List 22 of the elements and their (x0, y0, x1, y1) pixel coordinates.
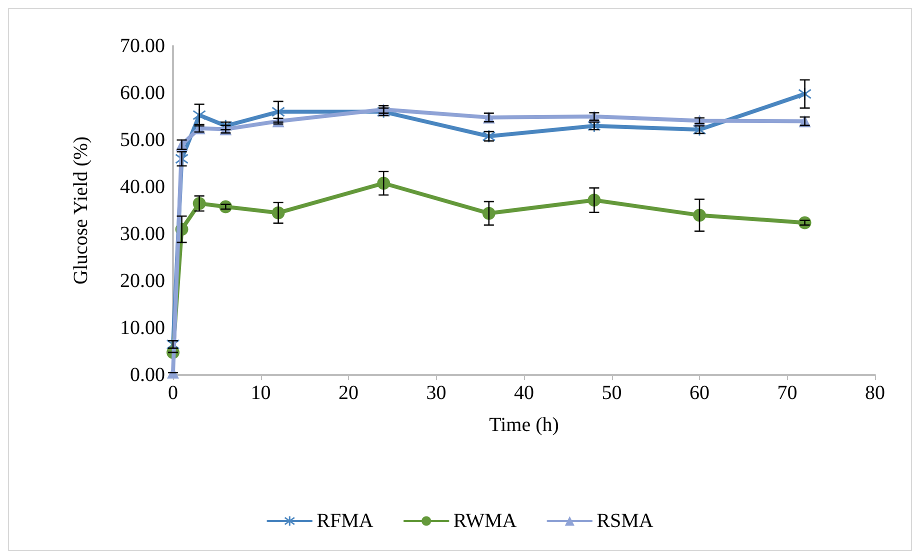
x-tick-label: 30 (426, 382, 446, 404)
x-tick-label: 60 (690, 382, 710, 404)
legend-label: RWMA (453, 510, 518, 532)
x-tick-label: 40 (514, 382, 534, 404)
y-tick-label: 60.00 (120, 82, 165, 104)
y-tick-label: 40.00 (120, 176, 165, 198)
y-tick-label: 20.00 (120, 270, 165, 292)
legend-label: RSMA (596, 510, 654, 532)
x-tick-label: 20 (338, 382, 358, 404)
y-tick-label: 50.00 (120, 129, 165, 151)
y-tick-label: 30.00 (120, 223, 165, 245)
x-tick-label: 50 (602, 382, 622, 404)
x-tick-label: 10 (250, 382, 271, 404)
x-tick-label: 0 (168, 382, 178, 404)
x-axis-title: Time (h) (489, 414, 559, 436)
y-tick-label: 10.00 (120, 317, 165, 339)
x-tick-label: 80 (865, 382, 885, 404)
y-axis-title: Glucose Yield (%) (70, 136, 92, 285)
legend-label: RFMA (316, 510, 374, 532)
y-tick-label: 0.00 (130, 364, 165, 386)
x-tick-label: 70 (777, 382, 798, 404)
y-tick-label: 70.00 (120, 35, 165, 57)
